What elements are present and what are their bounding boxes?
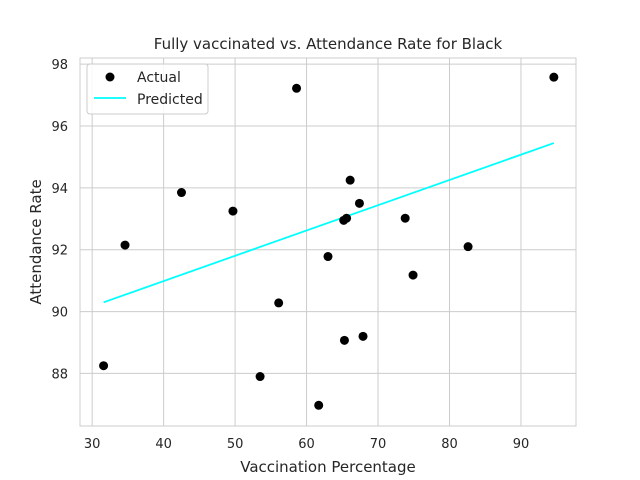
y-tick-label: 98 bbox=[51, 58, 68, 73]
actual-point bbox=[228, 206, 238, 216]
x-tick-label: 60 bbox=[298, 437, 315, 452]
y-axis-ticks: 88 90 92 94 96 98 bbox=[51, 58, 68, 382]
actual-point bbox=[323, 252, 333, 262]
legend-predicted-label: Predicted bbox=[137, 92, 203, 108]
y-tick-label: 94 bbox=[51, 182, 68, 197]
actual-point bbox=[354, 198, 364, 208]
x-tick-label: 30 bbox=[84, 437, 101, 452]
y-axis-label: Attendance Rate bbox=[27, 179, 45, 304]
grid-lines bbox=[80, 58, 576, 426]
actual-point bbox=[358, 331, 368, 341]
actual-point bbox=[255, 372, 265, 382]
y-tick-label: 96 bbox=[51, 120, 68, 135]
actual-point bbox=[463, 242, 473, 252]
actual-point bbox=[345, 175, 355, 185]
actual-point bbox=[339, 335, 349, 345]
plot-area-frame bbox=[79, 57, 577, 427]
actual-point bbox=[274, 298, 284, 308]
y-tick-label: 88 bbox=[51, 367, 68, 382]
y-tick-label: 90 bbox=[51, 306, 68, 321]
predicted-line bbox=[103, 142, 555, 304]
x-tick-label: 40 bbox=[155, 437, 172, 452]
actual-point bbox=[549, 72, 559, 82]
actual-point bbox=[99, 361, 109, 371]
legend-actual-marker bbox=[105, 72, 115, 82]
actual-point bbox=[120, 240, 130, 250]
predicted-series bbox=[103, 142, 555, 304]
legend-actual-label: Actual bbox=[137, 70, 181, 86]
x-axis-label: Vaccination Percentage bbox=[240, 458, 416, 476]
legend-box bbox=[86, 63, 209, 115]
x-tick-label: 80 bbox=[441, 437, 458, 452]
legend: Actual Predicted bbox=[86, 63, 209, 115]
x-tick-label: 70 bbox=[370, 437, 387, 452]
actual-point bbox=[314, 400, 324, 410]
actual-point bbox=[342, 213, 352, 223]
x-tick-label: 50 bbox=[227, 437, 244, 452]
x-tick-label: 90 bbox=[513, 437, 530, 452]
chart-title: Fully vaccinated vs. Attendance Rate for… bbox=[154, 35, 503, 53]
actual-series bbox=[99, 72, 559, 410]
actual-point bbox=[408, 270, 418, 280]
actual-point bbox=[292, 83, 302, 93]
actual-point bbox=[176, 188, 186, 198]
y-tick-label: 92 bbox=[51, 244, 68, 259]
actual-point bbox=[400, 213, 410, 223]
x-axis-ticks: 30 40 50 60 70 80 90 bbox=[84, 437, 529, 452]
